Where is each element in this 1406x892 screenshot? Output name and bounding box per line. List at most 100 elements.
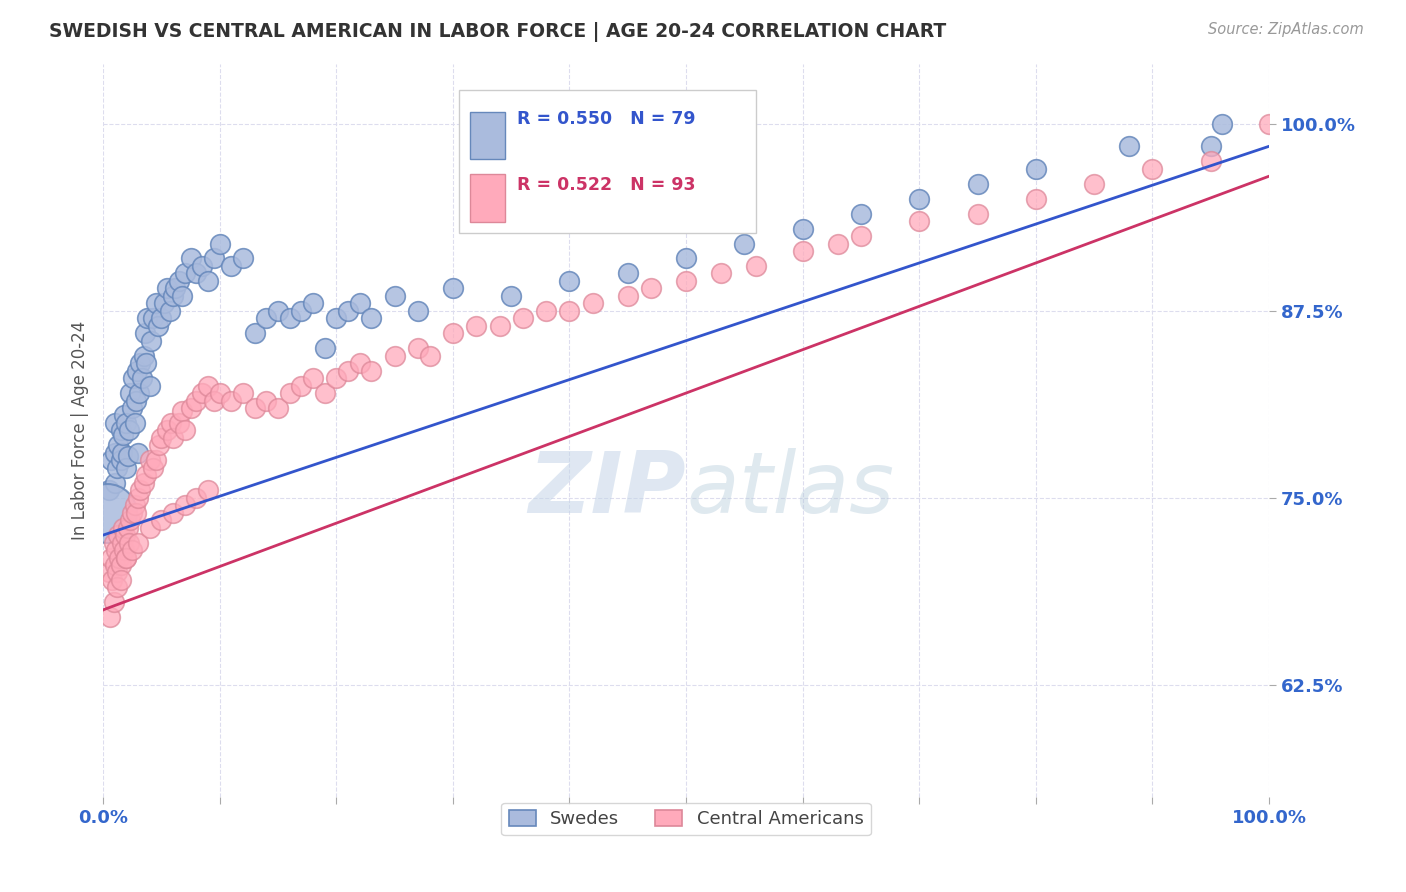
- Text: R = 0.522   N = 93: R = 0.522 N = 93: [517, 176, 696, 194]
- Point: [104, 446, 127, 460]
- Point: [1142, 161, 1164, 176]
- Point: [148, 438, 170, 452]
- Point: [150, 311, 173, 326]
- Point: [849, 206, 872, 220]
- Point: [111, 446, 134, 460]
- Point: [1025, 161, 1047, 176]
- Point: [104, 543, 127, 558]
- Point: [129, 483, 152, 498]
- Point: [118, 386, 141, 401]
- Point: [108, 550, 131, 565]
- Point: [336, 303, 359, 318]
- Point: [127, 535, 149, 549]
- Point: [186, 267, 208, 281]
- Point: [159, 416, 181, 430]
- Point: [232, 386, 254, 401]
- Point: [675, 274, 697, 288]
- Point: [360, 311, 382, 326]
- Point: [465, 318, 488, 333]
- Point: [325, 371, 347, 385]
- Point: [186, 393, 208, 408]
- Point: [110, 558, 132, 572]
- Point: [173, 267, 195, 281]
- Point: [129, 356, 152, 370]
- Point: [221, 259, 243, 273]
- Point: [97, 483, 120, 498]
- Point: [121, 401, 143, 415]
- Point: [278, 386, 301, 401]
- Point: [733, 236, 755, 251]
- Point: [617, 289, 640, 303]
- Point: [121, 543, 143, 558]
- Point: [191, 386, 214, 401]
- Point: [384, 289, 406, 303]
- Point: [278, 311, 301, 326]
- Point: [325, 311, 347, 326]
- Point: [966, 177, 988, 191]
- Point: [384, 349, 406, 363]
- Point: [139, 521, 162, 535]
- Point: [617, 267, 640, 281]
- Point: [675, 252, 697, 266]
- Point: [1199, 139, 1222, 153]
- Point: [134, 326, 156, 341]
- Point: [150, 513, 173, 527]
- Point: [159, 303, 181, 318]
- Point: [103, 595, 125, 609]
- Point: [360, 363, 382, 377]
- Point: [105, 460, 128, 475]
- Point: [232, 252, 254, 266]
- Point: [104, 416, 127, 430]
- Point: [1199, 154, 1222, 169]
- Point: [132, 475, 155, 490]
- Point: [128, 386, 150, 401]
- Point: [100, 550, 122, 565]
- Point: [103, 535, 125, 549]
- Point: [101, 573, 124, 587]
- Point: [745, 259, 768, 273]
- Point: [208, 386, 231, 401]
- Y-axis label: In Labor Force | Age 20-24: In Labor Force | Age 20-24: [72, 321, 89, 540]
- Point: [135, 356, 157, 370]
- Point: [488, 318, 510, 333]
- Point: [121, 506, 143, 520]
- Point: [1211, 117, 1233, 131]
- Point: [125, 393, 148, 408]
- Point: [115, 460, 138, 475]
- Point: [110, 453, 132, 467]
- Point: [197, 483, 219, 498]
- Point: [124, 498, 146, 512]
- Point: [208, 236, 231, 251]
- Point: [180, 252, 202, 266]
- Point: [640, 281, 662, 295]
- Point: [1118, 139, 1140, 153]
- Point: [290, 378, 312, 392]
- Point: [167, 416, 190, 430]
- Point: [419, 349, 441, 363]
- Point: [441, 326, 464, 341]
- Point: [110, 424, 132, 438]
- Point: [110, 573, 132, 587]
- Point: [336, 363, 359, 377]
- Point: [710, 267, 733, 281]
- Point: [162, 431, 184, 445]
- Point: [349, 356, 371, 370]
- Point: [827, 236, 849, 251]
- Point: [197, 274, 219, 288]
- Point: [117, 449, 139, 463]
- Point: [115, 416, 138, 430]
- Point: [191, 259, 214, 273]
- Point: [267, 401, 290, 415]
- Point: [104, 475, 127, 490]
- Point: [162, 506, 184, 520]
- Point: [197, 378, 219, 392]
- Point: [349, 296, 371, 310]
- FancyBboxPatch shape: [471, 112, 505, 160]
- Point: [105, 581, 128, 595]
- Point: [111, 428, 134, 442]
- Point: [406, 341, 429, 355]
- Point: [97, 566, 120, 580]
- Point: [111, 521, 134, 535]
- Point: [254, 311, 277, 326]
- Text: R = 0.550   N = 79: R = 0.550 N = 79: [517, 110, 696, 128]
